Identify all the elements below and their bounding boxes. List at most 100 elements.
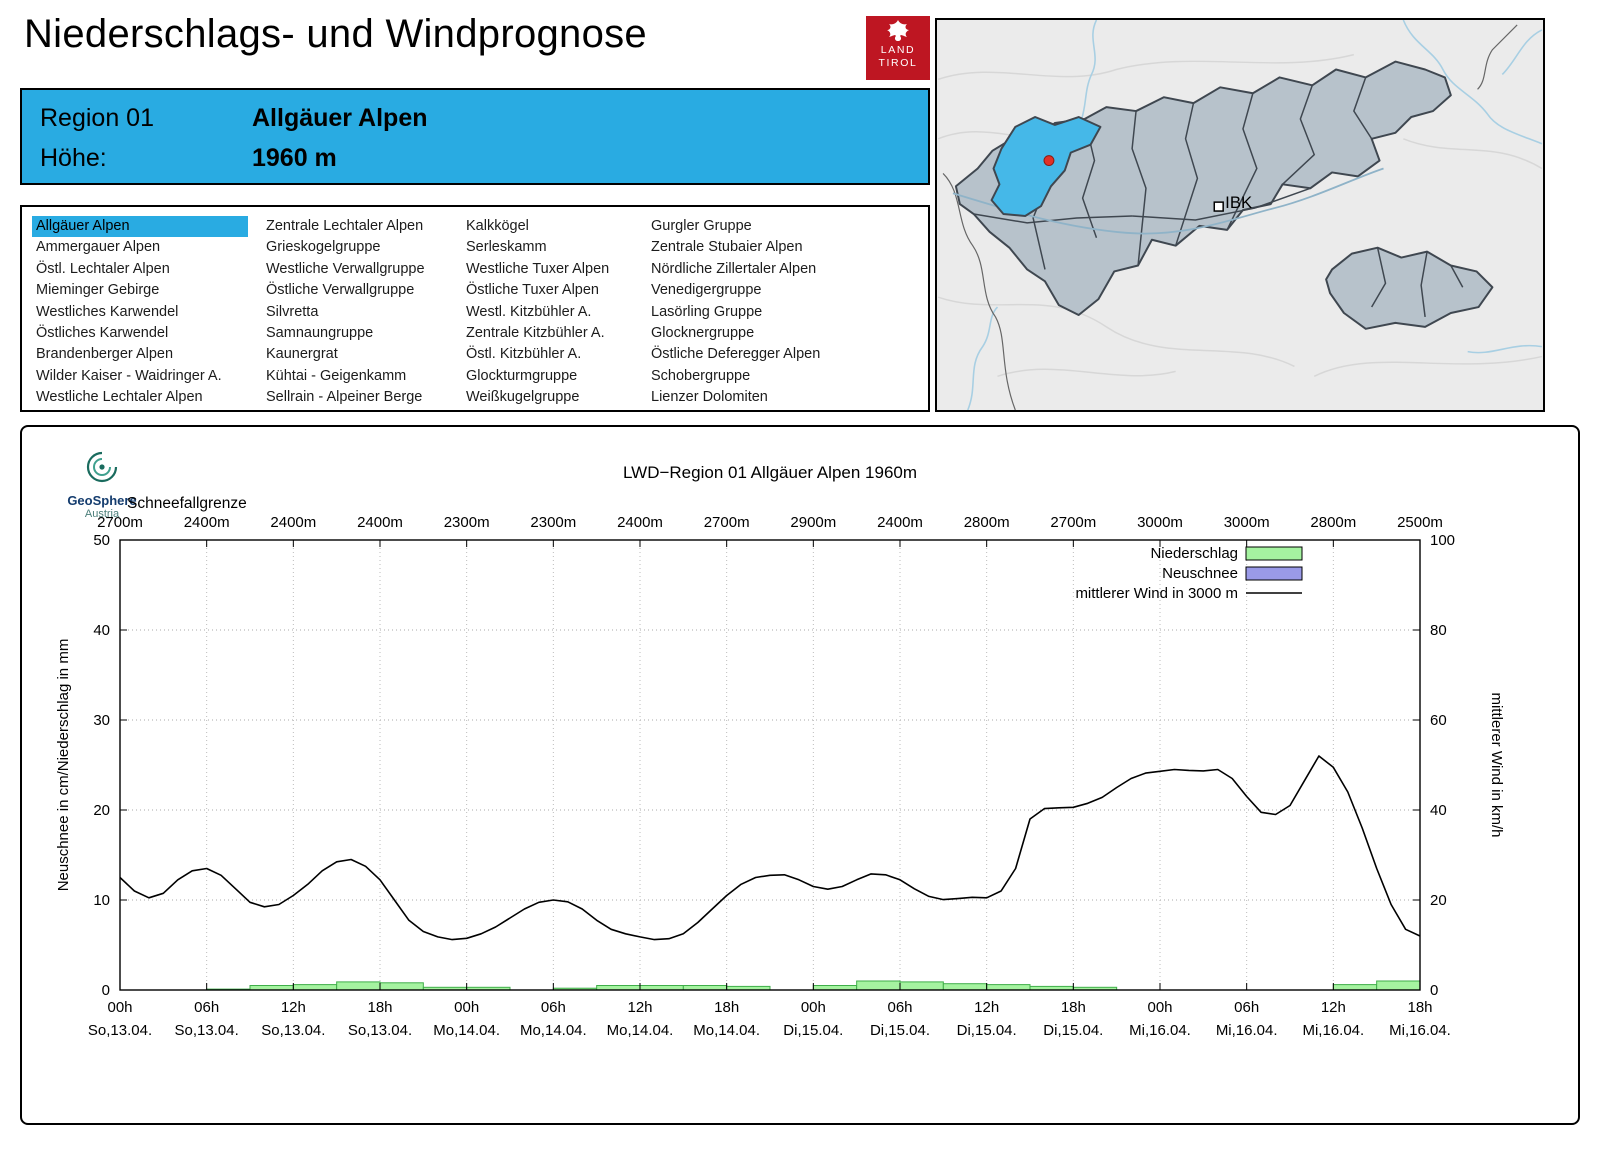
- region-list-item[interactable]: Westl. Kitzbühler A.: [466, 303, 592, 320]
- x-tick-date-label: Di,15.04.: [1043, 1022, 1103, 1039]
- terrain-texture: [937, 53, 1543, 378]
- x-tick-date-label: Di,15.04.: [957, 1022, 1017, 1039]
- geosphere-logo: GeoSphere Austria: [56, 447, 148, 520]
- snowline-value: 2500m: [1397, 514, 1443, 531]
- region-list-item[interactable]: Glockturmgruppe: [466, 367, 578, 384]
- x-tick-date-label: Mo,14.04.: [433, 1022, 500, 1039]
- region-list-item[interactable]: Kaunergrat: [266, 346, 338, 363]
- y-tick-left-label: 0: [102, 982, 110, 999]
- chart-title: LWD−Region 01 Allgäuer Alpen 1960m: [623, 463, 917, 482]
- region-list-item[interactable]: Ammergauer Alpen: [36, 239, 161, 256]
- page-title: Niederschlags- und Windprognose: [24, 12, 647, 56]
- region-list-item[interactable]: Lienzer Dolomiten: [651, 389, 768, 406]
- x-tick-time-label: 06h: [887, 999, 912, 1016]
- region-list-item[interactable]: Kalkkögel: [466, 218, 529, 234]
- region-list-item[interactable]: Zentrale Lechtaler Alpen: [266, 218, 424, 234]
- region-list-column: Gurgler Gruppe Zentrale Stubaier Alpen Nör…: [647, 216, 928, 410]
- x-tick-time-label: 12h: [974, 999, 999, 1016]
- precip-bar: [379, 982, 424, 991]
- forecast-chart-panel: GeoSphere Austria 00h So,13.04. 2700m 06h So…: [20, 425, 1580, 1125]
- y-tick-left-label: 30: [93, 712, 110, 729]
- region-list-item[interactable]: Kühtai - Geigenkamm: [266, 367, 407, 384]
- selected-region-dot: [1043, 155, 1055, 167]
- region-list-item[interactable]: Östl. Lechtaler Alpen: [36, 260, 170, 277]
- map-region-east-tirol[interactable]: [1325, 246, 1494, 330]
- precip-bar: [336, 981, 381, 991]
- region-list-item[interactable]: Östliche Deferegger Alpen: [651, 346, 821, 363]
- region-list-item[interactable]: Gurgler Gruppe: [651, 218, 752, 234]
- snowline-value: 2800m: [1310, 514, 1356, 531]
- x-tick-date-label: Di,15.04.: [783, 1022, 843, 1039]
- region-list-item[interactable]: Östliche Tuxer Alpen: [466, 282, 599, 299]
- x-tick-date-label: So,13.04.: [261, 1022, 325, 1039]
- region-list-item[interactable]: Brandenberger Alpen: [36, 346, 174, 363]
- x-tick-date-label: So,13.04.: [88, 1022, 152, 1039]
- x-tick-date-label: So,13.04.: [175, 1022, 239, 1039]
- y-tick-left-label: 10: [93, 892, 110, 909]
- precip-bar: [856, 980, 901, 991]
- region-list-item[interactable]: Nördliche Zillertaler Alpen: [651, 260, 817, 277]
- region-list-item-selected[interactable]: Allgäuer Alpen: [32, 216, 248, 238]
- legend-swatch-neuschnee: [1245, 566, 1303, 581]
- tirol-eagle-icon: [887, 20, 909, 41]
- map-region-selected-allgaeuer-alpen[interactable]: [990, 116, 1102, 217]
- x-tick-time-label: 18h: [367, 999, 392, 1016]
- x-tick-time-label: 00h: [107, 999, 132, 1016]
- region-list-item[interactable]: Sellrain - Alpeiner Berge: [266, 389, 423, 406]
- region-list-item[interactable]: Westliche Verwallgruppe: [266, 260, 425, 277]
- region-list-item[interactable]: Glocknergruppe: [651, 324, 755, 341]
- tirol-map-svg: IBK: [937, 20, 1543, 410]
- ibk-marker-icon: [1213, 201, 1224, 212]
- region-list-item[interactable]: Mieminger Gebirge: [36, 282, 160, 299]
- snowline-value: 2400m: [270, 514, 316, 531]
- snowline-label: Schneefallgrenze: [127, 495, 247, 512]
- land-tirol-logo: LAND TIROL: [866, 16, 930, 80]
- region-list-item[interactable]: Venedigergruppe: [651, 282, 762, 299]
- x-tick-date-label: Di,15.04.: [870, 1022, 930, 1039]
- x-tick-date-label: Mi,16.04.: [1389, 1022, 1451, 1039]
- region-list-item[interactable]: Östliches Karwendel: [36, 324, 169, 341]
- region-list-item[interactable]: Westliche Lechtaler Alpen: [36, 389, 203, 406]
- x-tick-time-label: 00h: [801, 999, 826, 1016]
- region-list-item[interactable]: Zentrale Stubaier Alpen: [651, 239, 803, 256]
- legend-label: Niederschlag: [1150, 545, 1238, 562]
- region-list-item[interactable]: Wilder Kaiser - Waidringer A.: [36, 367, 222, 384]
- right-axis-label: mittlerer Wind in km/h: [1488, 692, 1505, 837]
- map-region-borders-east: [1371, 247, 1464, 318]
- region-list-item[interactable]: Grieskogelgruppe: [266, 239, 381, 256]
- snowline-value: 2400m: [184, 514, 230, 531]
- map-region-borders: [973, 77, 1373, 270]
- region-list-item[interactable]: Lasörling Gruppe: [651, 303, 763, 320]
- x-tick-time-label: 00h: [454, 999, 479, 1016]
- region-list-item[interactable]: Samnaungruppe: [266, 324, 374, 341]
- region-list-item[interactable]: Schobergruppe: [651, 367, 751, 384]
- y-tick-right-label: 100: [1430, 532, 1455, 549]
- snowline-value: 2400m: [617, 514, 663, 531]
- x-tick-time-label: 18h: [1407, 999, 1432, 1016]
- legend-label: Neuschnee: [1162, 565, 1238, 582]
- region-list-item[interactable]: Serleskamm: [466, 239, 547, 256]
- region-list-item[interactable]: Zentrale Kitzbühler A.: [466, 324, 605, 341]
- x-tick-date-label: Mo,14.04.: [607, 1022, 674, 1039]
- region-list-item[interactable]: Westliche Tuxer Alpen: [466, 260, 610, 277]
- precip-bar: [986, 984, 1031, 991]
- y-tick-left-label: 40: [93, 622, 110, 639]
- tirol-map[interactable]: IBK: [935, 18, 1545, 412]
- region-list-item[interactable]: Westliches Karwendel: [36, 303, 179, 320]
- region-list-item[interactable]: Östliche Verwallgruppe: [266, 282, 415, 299]
- snowline-value: 3000m: [1224, 514, 1270, 531]
- snowline-value: 2700m: [704, 514, 750, 531]
- region-list-item[interactable]: Östl. Kitzbühler A.: [466, 346, 582, 363]
- precip-bar: [1332, 984, 1378, 991]
- x-tick-date-label: Mo,14.04.: [693, 1022, 760, 1039]
- x-tick-time-label: 12h: [1321, 999, 1346, 1016]
- snowline-value: 2300m: [530, 514, 576, 531]
- x-tick-date-label: Mo,14.04.: [520, 1022, 587, 1039]
- precip-bar: [1376, 980, 1421, 991]
- altitude-value: 1960 m: [252, 143, 337, 172]
- region-list: Allgäuer Alpen Ammergauer Alpen Östl. Lech…: [20, 205, 930, 412]
- region-list-item[interactable]: Weißkugelgruppe: [466, 389, 580, 406]
- region-list-item[interactable]: Silvretta: [266, 303, 319, 320]
- snowline-value: 2400m: [357, 514, 403, 531]
- y-tick-left-label: 50: [93, 532, 110, 549]
